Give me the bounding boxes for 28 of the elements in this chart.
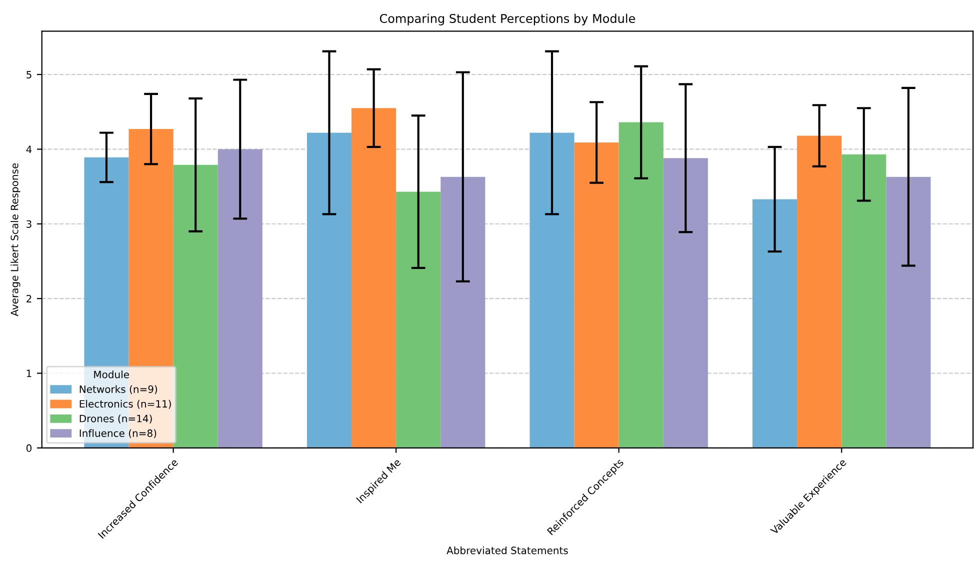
bar xyxy=(306,132,352,448)
bar xyxy=(886,176,931,448)
y-tick-label: 3 xyxy=(26,220,32,228)
bar xyxy=(797,136,842,448)
bar xyxy=(396,192,441,448)
bar xyxy=(218,149,262,448)
bar xyxy=(440,176,486,448)
y-tick-label: 4 xyxy=(26,146,32,153)
bar xyxy=(352,108,396,448)
y-tick-label: 0 xyxy=(26,444,32,452)
legend-label: Networks (n=9) xyxy=(80,385,158,394)
bar xyxy=(842,154,886,448)
bar xyxy=(618,122,664,448)
legend-label: Influence (n=8) xyxy=(80,429,156,438)
bar xyxy=(663,158,708,448)
y-axis-title: Average Likert Scale Response xyxy=(10,163,20,316)
y-tick-label: 1 xyxy=(26,370,32,378)
bar xyxy=(530,132,574,448)
y-tick-label: 5 xyxy=(26,71,32,78)
y-tick-label: 2 xyxy=(26,294,32,302)
bar xyxy=(574,142,619,448)
bar xyxy=(173,164,218,448)
legend-title: Module xyxy=(94,370,129,378)
x-axis-title: Abbreviated Statements xyxy=(446,546,568,554)
legend-label: Electronics (n=11) xyxy=(80,400,171,409)
chart-title: Comparing Student Perceptions by Module xyxy=(380,14,636,26)
bar xyxy=(752,199,798,448)
legend-label: Drones (n=14) xyxy=(80,414,152,424)
